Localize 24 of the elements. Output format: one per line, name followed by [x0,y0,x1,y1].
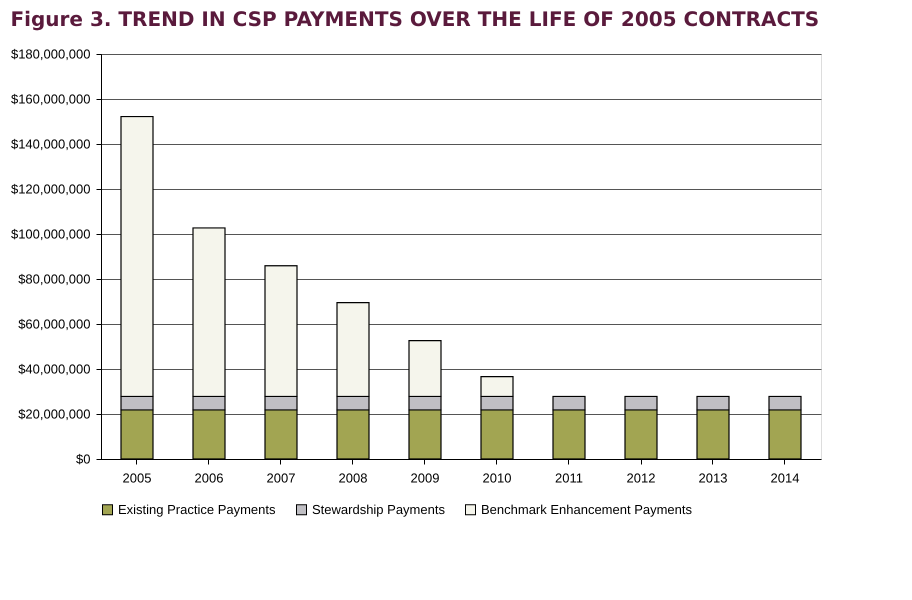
y-tick-label: $160,000,000 [10,92,90,106]
y-tick-label: $60,000,000 [18,316,90,332]
legend-label: Benchmark Enhancement Payments [481,502,692,517]
x-tick-label: 2014 [770,470,800,486]
x-tick-label: 2005 [122,470,152,486]
x-tick-label: 2006 [194,470,224,486]
y-tick-label: $20,000,000 [18,406,90,422]
legend-label: Stewardship Payments [312,502,446,517]
y-tick-label: $180,000,000 [10,46,90,62]
x-tick-label: 2007 [266,470,296,486]
legend-label: Existing Practice Payments [118,502,276,517]
x-tick-label: 2009 [410,470,440,486]
x-tick-label: 2010 [482,470,512,486]
y-tick-label: $140,000,000 [10,136,90,152]
chart-title: Figure 3. TREND IN CSP PAYMENTS OVER THE LIFE OF 2005 CONTRACTS [10,7,820,31]
y-tick-label: $40,000,000 [18,362,90,376]
x-tick-label: 2012 [626,470,656,486]
y-tick-label: $0 [76,452,90,466]
y-tick-label: $80,000,000 [18,272,90,286]
x-tick-label: 2013 [698,470,728,486]
x-tick-label: 2008 [338,470,368,486]
y-tick-label: $100,000,000 [10,226,90,242]
x-tick-label: 2011 [555,470,583,486]
y-tick-label: $120,000,000 [10,182,90,196]
